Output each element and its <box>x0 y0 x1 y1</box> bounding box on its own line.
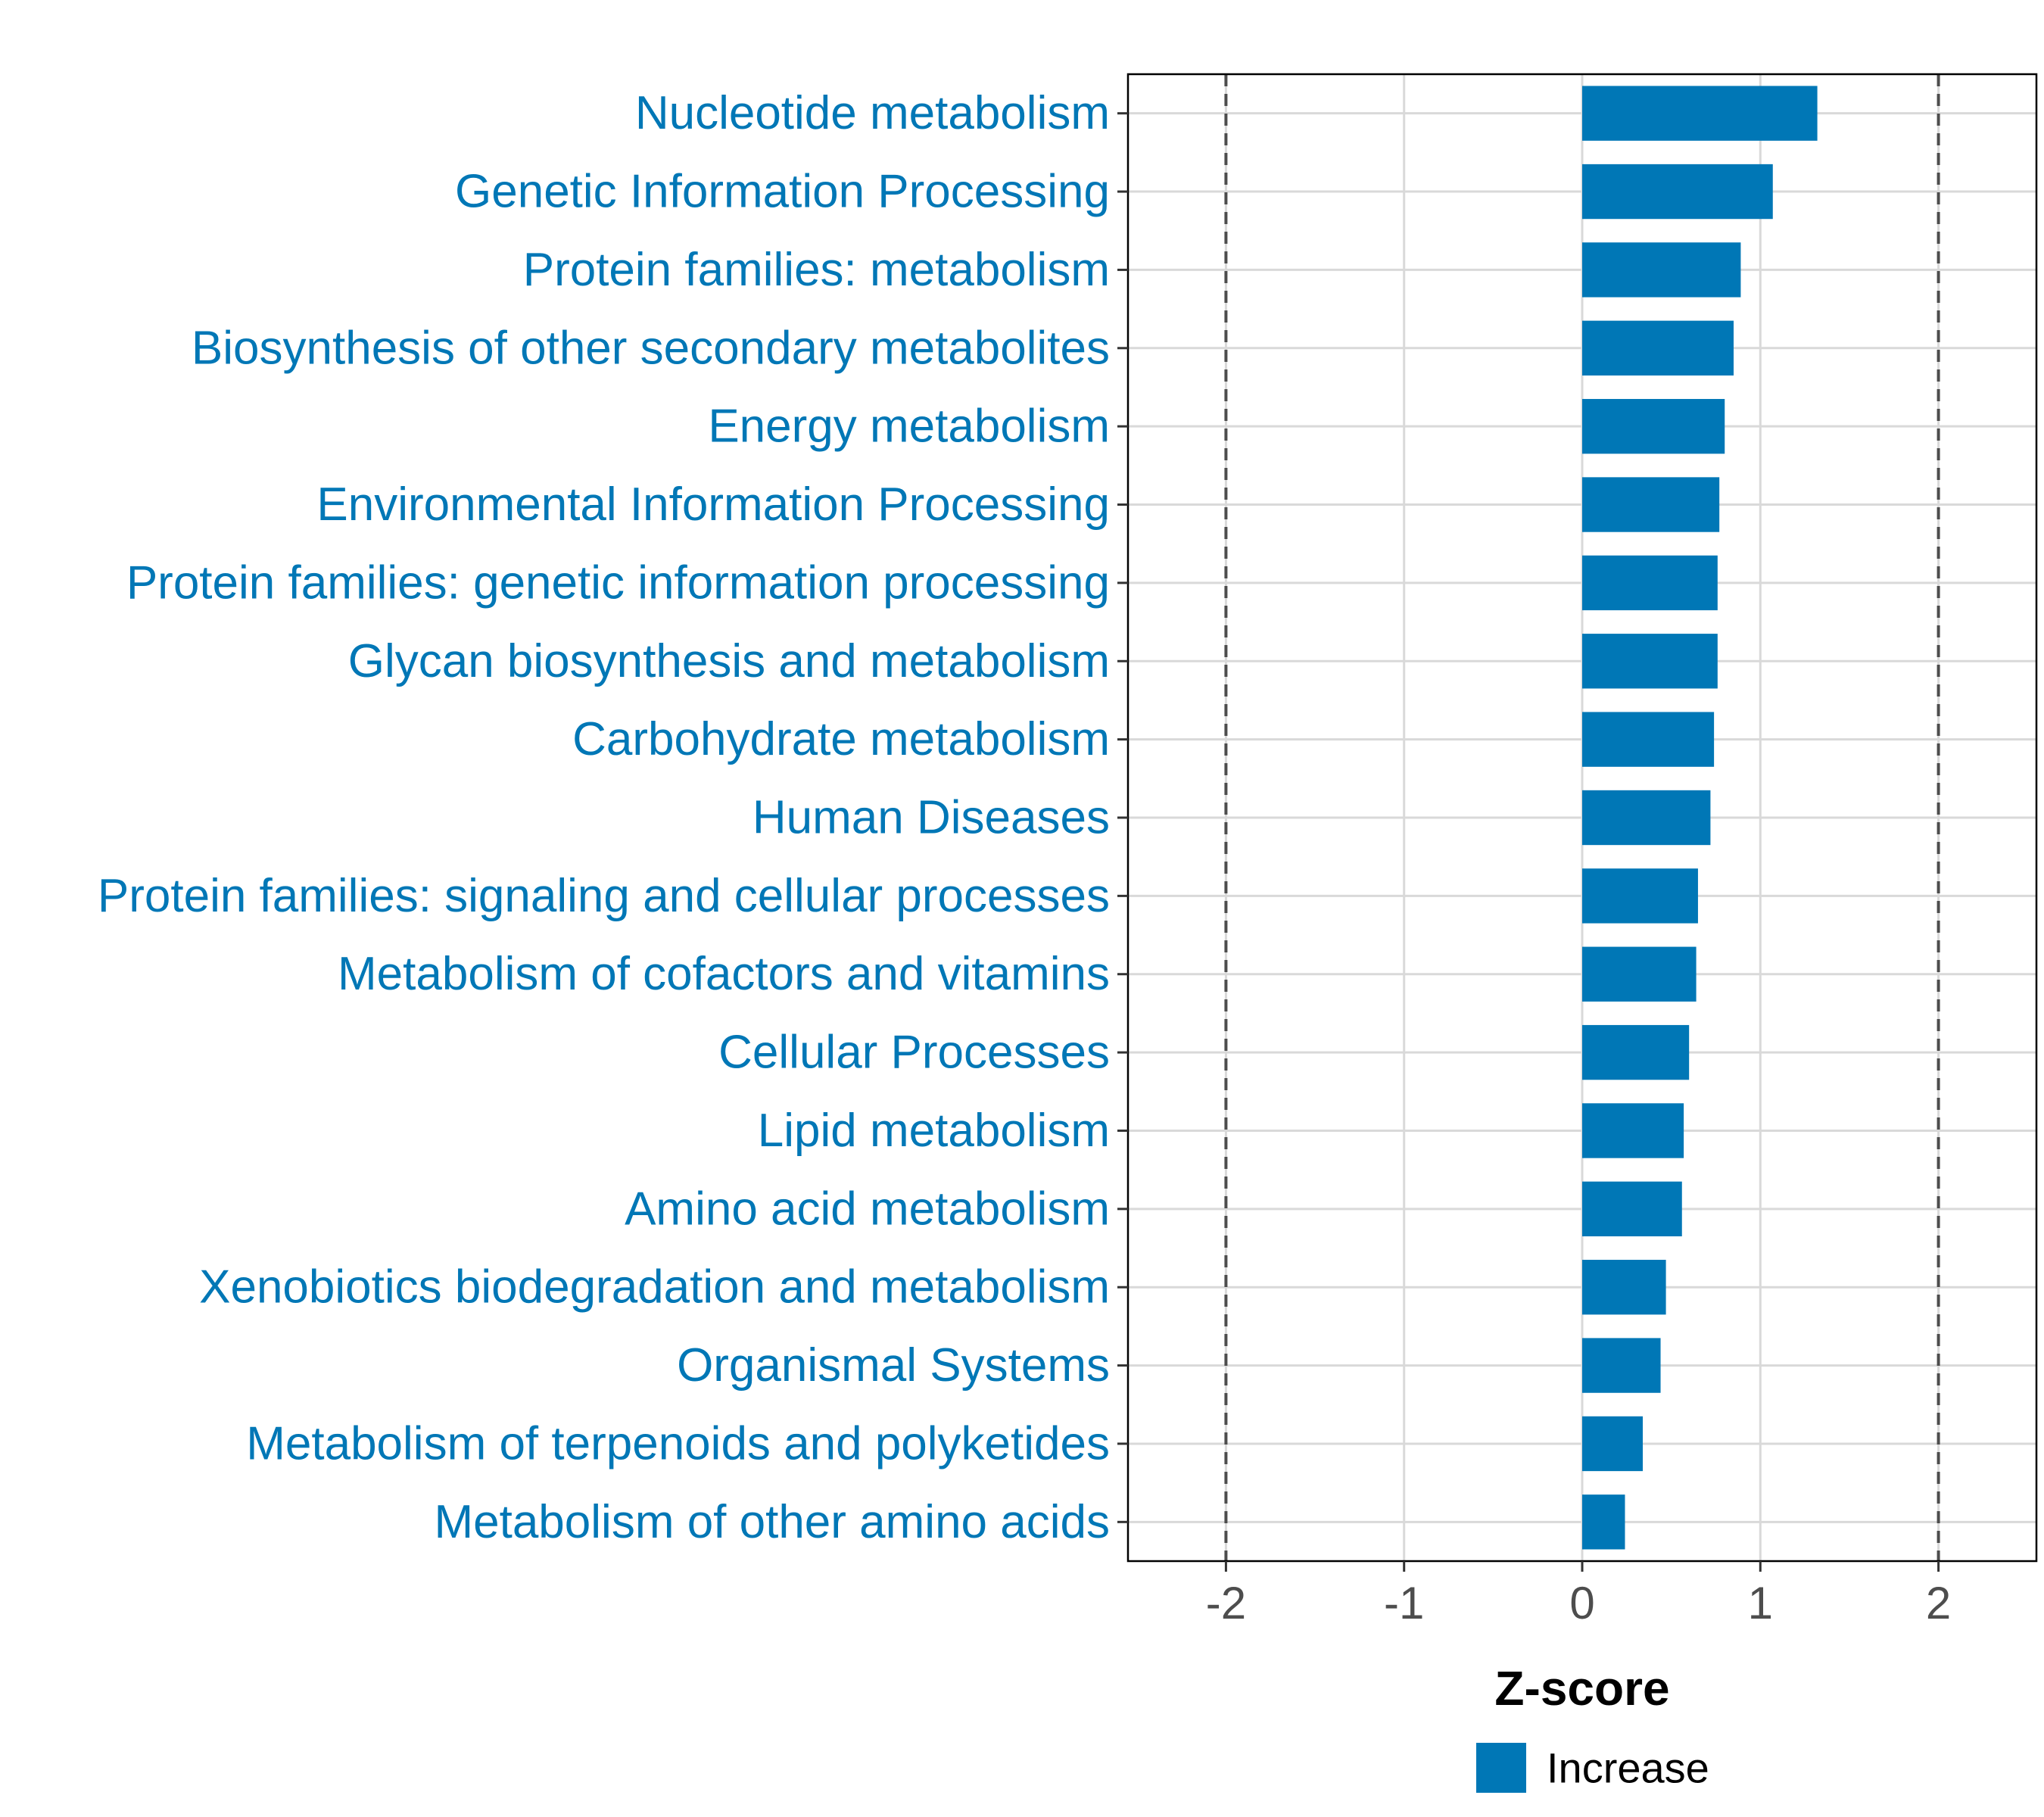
bar <box>1582 1181 1682 1237</box>
category-label: Genetic Information Processing <box>455 166 1110 218</box>
category-label: Organismal Systems <box>677 1339 1110 1392</box>
legend-swatch-increase <box>1476 1743 1526 1793</box>
bar <box>1582 634 1718 689</box>
category-label: Xenobiotics biodegradation and metabolis… <box>199 1261 1110 1314</box>
category-label: Carbohydrate metabolism <box>572 713 1110 765</box>
bar <box>1582 477 1720 532</box>
x-tick-label: 0 <box>1569 1578 1594 1628</box>
threshold-lines <box>1224 74 1940 1561</box>
bar <box>1582 868 1698 924</box>
category-label: Metabolism of cofactors and vitamins <box>338 948 1110 1000</box>
category-label: Glycan biosynthesis and metabolism <box>348 635 1110 687</box>
x-tick-label: 2 <box>1926 1578 1951 1628</box>
x-tick-label: -2 <box>1206 1578 1246 1628</box>
category-label: Protein families: metabolism <box>523 244 1110 296</box>
bar <box>1582 320 1734 376</box>
x-axis-title: Z-score <box>1494 1661 1669 1716</box>
bar <box>1582 555 1718 611</box>
y-axis-ticks <box>1117 112 1128 1523</box>
x-tick-label: 1 <box>1748 1578 1773 1628</box>
bar <box>1582 164 1773 220</box>
bar <box>1582 1416 1643 1472</box>
bar <box>1582 1338 1661 1393</box>
x-axis-ticks <box>1224 1561 1940 1572</box>
category-label: Human Diseases <box>752 792 1110 844</box>
bar <box>1582 946 1697 1002</box>
bar <box>1582 790 1711 846</box>
legend-label-increase: Increase <box>1547 1744 1709 1792</box>
bar <box>1582 1024 1690 1080</box>
bar <box>1582 242 1741 298</box>
category-label: Cellular Processes <box>718 1027 1110 1079</box>
bar <box>1582 86 1818 141</box>
legend: Increase <box>1476 1743 1709 1793</box>
bar <box>1582 1103 1684 1158</box>
category-label: Lipid metabolism <box>758 1105 1110 1157</box>
category-label: Protein families: genetic information pr… <box>126 556 1110 609</box>
bar <box>1582 712 1715 767</box>
category-label: Metabolism of terpenoids and polyketides <box>246 1417 1110 1469</box>
category-label: Biosynthesis of other secondary metaboli… <box>192 322 1110 374</box>
category-label: Amino acid metabolism <box>625 1183 1110 1235</box>
category-label: Environmental Information Processing <box>316 478 1110 531</box>
bar <box>1582 1260 1666 1315</box>
bar <box>1582 398 1725 454</box>
x-tick-label: -1 <box>1384 1578 1424 1628</box>
bar <box>1582 1494 1625 1550</box>
x-tick-labels: -2 -1 0 1 2 <box>1206 1578 1952 1628</box>
category-label: Protein families: signaling and cellular… <box>98 870 1110 922</box>
category-label: Energy metabolism <box>708 400 1110 453</box>
category-label: Metabolism of other amino acids <box>434 1496 1110 1548</box>
bars <box>1582 86 1818 1550</box>
category-label: Nucleotide metabolism <box>635 87 1110 139</box>
category-labels: Nucleotide metabolism Genetic Information… <box>98 87 1110 1548</box>
